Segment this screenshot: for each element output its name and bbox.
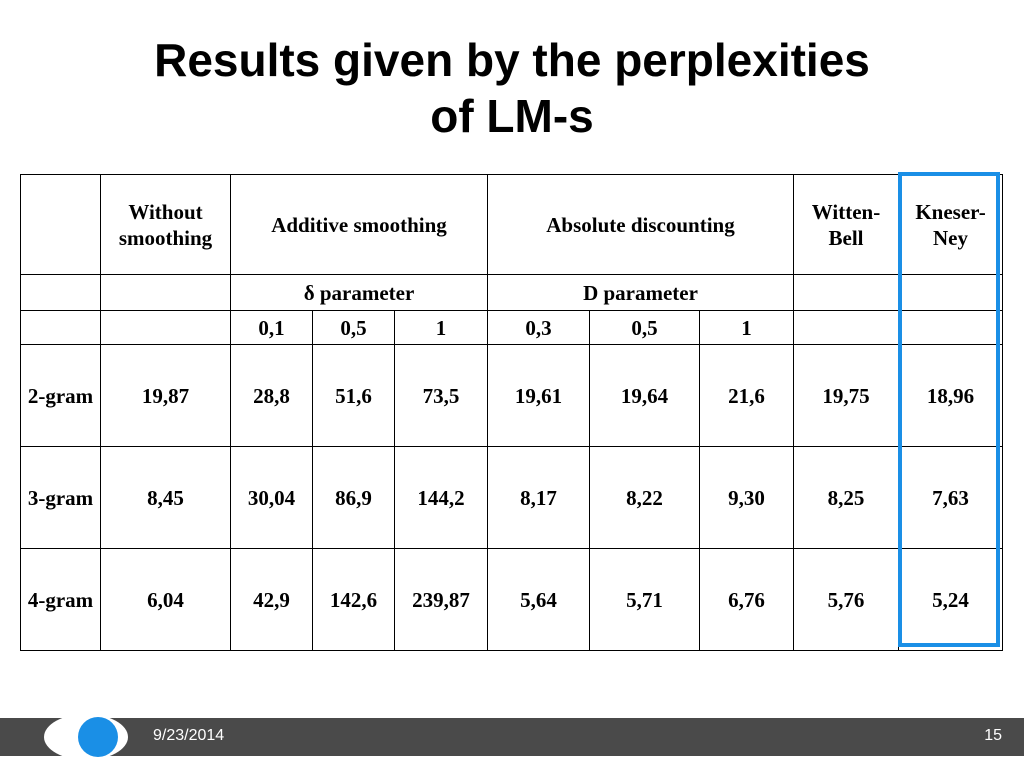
header-row: Without smoothing Additive smoothing Abs… bbox=[20, 174, 1004, 275]
table-cell: 28,8 bbox=[230, 344, 313, 447]
additive-param-value: 1 bbox=[394, 310, 488, 345]
table-cell: 86,9 bbox=[312, 446, 395, 549]
table-cell: 144,2 bbox=[394, 446, 488, 549]
header-additive-smoothing: Additive smoothing bbox=[230, 174, 488, 275]
table-cell: 19,87 bbox=[100, 344, 231, 447]
slide-title-line-1: Results given by the perplexities bbox=[154, 34, 870, 86]
table-cell: 5,71 bbox=[589, 548, 700, 651]
table-cell: 42,9 bbox=[230, 548, 313, 651]
table-cell: 8,45 bbox=[100, 446, 231, 549]
table-cell: 6,04 bbox=[100, 548, 231, 651]
table-row: 2-gram 19,87 28,8 51,6 73,5 19,61 19,64 … bbox=[20, 344, 1004, 447]
additive-param-value: 0,1 bbox=[230, 310, 313, 345]
table-cell: 51,6 bbox=[312, 344, 395, 447]
header-empty-cell bbox=[20, 174, 101, 275]
table-cell: 9,30 bbox=[698, 446, 795, 549]
footer-date: 9/23/2014 bbox=[153, 727, 225, 744]
header-absolute-discounting: Absolute discounting bbox=[486, 174, 795, 275]
table-cell: 142,6 bbox=[312, 548, 395, 651]
param-empty-cell bbox=[793, 274, 900, 311]
table-cell: 8,22 bbox=[589, 446, 700, 549]
parameter-row: δ parameter D parameter bbox=[20, 274, 1004, 311]
table-row: 3-gram 8,45 30,04 86,9 144,2 8,17 8,22 9… bbox=[20, 446, 1004, 549]
subparam-empty-cell bbox=[898, 310, 1004, 345]
subparam-empty-cell bbox=[20, 310, 101, 345]
header-without-smoothing: Without smoothing bbox=[100, 174, 231, 275]
table-cell: 239,87 bbox=[394, 548, 488, 651]
absolute-param-value: 0,3 bbox=[487, 310, 590, 345]
table-cell: 30,04 bbox=[230, 446, 313, 549]
table-cell: 8,17 bbox=[487, 446, 590, 549]
slide-title-line-2: of LM-s bbox=[430, 90, 594, 142]
table-cell: 5,76 bbox=[793, 548, 900, 651]
table-cell: 21,6 bbox=[698, 344, 795, 447]
row-label: 3-gram bbox=[20, 446, 101, 549]
d-parameter-label: D parameter bbox=[486, 274, 795, 311]
table-cell: 8,25 bbox=[793, 446, 900, 549]
perplexity-table: Without smoothing Additive smoothing Abs… bbox=[20, 174, 1004, 651]
table-cell: 18,96 bbox=[898, 344, 1004, 447]
table-cell: 73,5 bbox=[394, 344, 488, 447]
param-empty-cell bbox=[100, 274, 231, 311]
param-empty-cell bbox=[898, 274, 1004, 311]
param-empty-cell bbox=[20, 274, 101, 311]
table-cell: 19,64 bbox=[589, 344, 700, 447]
table-cell: 19,75 bbox=[793, 344, 900, 447]
slide-title: Results given by the perplexities of LM-… bbox=[0, 32, 1024, 144]
footer-bar bbox=[0, 718, 1024, 756]
table-cell: 5,24 bbox=[898, 548, 1004, 651]
absolute-param-value: 1 bbox=[698, 310, 795, 345]
header-kneser-ney: Kneser-Ney bbox=[898, 174, 1004, 275]
slide-number: 15 bbox=[984, 727, 1002, 744]
table-row: 4-gram 6,04 42,9 142,6 239,87 5,64 5,71 … bbox=[20, 548, 1004, 651]
table-cell: 5,64 bbox=[487, 548, 590, 651]
additive-param-value: 0,5 bbox=[312, 310, 395, 345]
row-label: 4-gram bbox=[20, 548, 101, 651]
absolute-param-value: 0,5 bbox=[589, 310, 700, 345]
footer-circle-icon bbox=[78, 717, 118, 757]
header-witten-bell: Witten-Bell bbox=[793, 174, 900, 275]
row-label: 2-gram bbox=[20, 344, 101, 447]
table-cell: 7,63 bbox=[898, 446, 1004, 549]
subparam-empty-cell bbox=[100, 310, 231, 345]
delta-parameter-label: δ parameter bbox=[230, 274, 488, 311]
table-cell: 19,61 bbox=[487, 344, 590, 447]
table-cell: 6,76 bbox=[698, 548, 795, 651]
subparam-empty-cell bbox=[793, 310, 900, 345]
parameter-values-row: 0,1 0,5 1 0,3 0,5 1 bbox=[20, 310, 1004, 345]
